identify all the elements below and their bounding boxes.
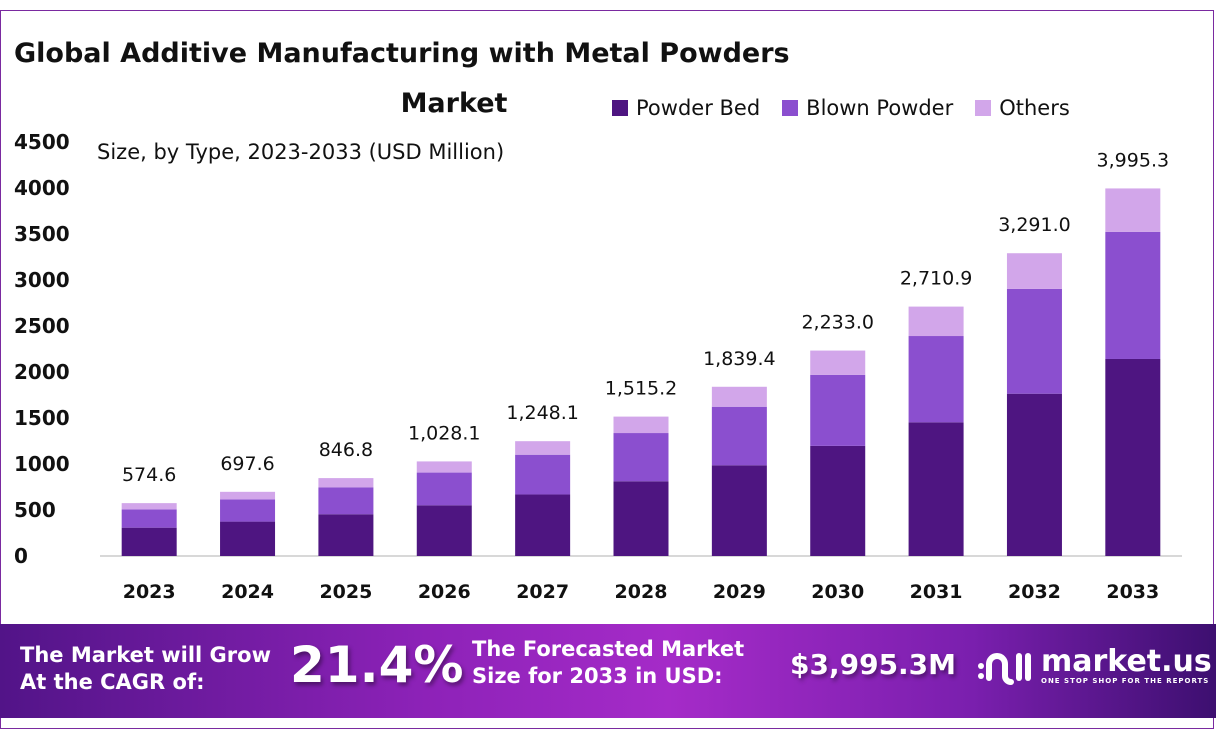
x-tick-label: 2033 [1106, 581, 1159, 603]
x-tick-label: 2031 [910, 581, 963, 603]
forecast-value: $3,995.3M [790, 648, 957, 681]
market-us-logo: market.us ONE STOP SHOP FOR THE REPORTS [975, 646, 1212, 686]
y-tick-label: 1500 [14, 406, 70, 430]
y-tick-label: 4500 [14, 130, 70, 154]
x-tick-label: 2029 [713, 581, 766, 603]
bar-segment-blown-powder [121, 509, 177, 528]
total-data-label: 697.6 [220, 453, 274, 475]
cagr-value: 21.4% [290, 636, 464, 694]
forecast-label-line-1: The Forecasted Market [472, 637, 745, 661]
legend-item-powder-bed: Powder Bed [612, 96, 760, 120]
y-tick-label: 1000 [14, 452, 70, 476]
chart-subtitle: Size, by Type, 2023-2033 (USD Million) [97, 140, 505, 164]
bar-segment-others [711, 386, 767, 407]
bar-segment-blown-powder [515, 454, 571, 495]
bar-segment-powder-bed [810, 445, 866, 556]
bar-segment-others [318, 478, 374, 488]
y-tick-label: 3500 [14, 222, 70, 246]
bar-segment-blown-powder [810, 374, 866, 446]
logo-tagline: ONE STOP SHOP FOR THE REPORTS [1041, 677, 1210, 685]
bar-segment-others [220, 491, 276, 500]
total-data-label: 1,028.1 [408, 422, 481, 444]
x-tick-label: 2028 [615, 581, 668, 603]
total-data-label: 3,291.0 [998, 214, 1071, 236]
legend-item-blown-powder: Blown Powder [782, 96, 953, 120]
y-tick-label: 0 [14, 544, 28, 568]
summary-banner: The Market will Grow At the CAGR of: 21.… [0, 624, 1216, 718]
legend-item-others: Others [975, 96, 1070, 120]
legend-label: Powder Bed [636, 96, 761, 120]
cagr-label-line-2: At the CAGR of: [20, 670, 205, 694]
bar-segment-others [515, 441, 571, 455]
total-data-label: 2,710.9 [900, 268, 973, 290]
total-data-label: 2,233.0 [801, 312, 874, 334]
y-tick-label: 500 [14, 498, 56, 522]
legend: Powder Bed Blown Powder Others [612, 96, 1070, 120]
x-tick-label: 2024 [221, 581, 274, 603]
x-tick-label: 2023 [123, 581, 176, 603]
total-data-label: 1,248.1 [506, 402, 579, 424]
title-line-2: Market [400, 88, 508, 119]
chart-title: Global Additive Manufacturing with Metal… [14, 26, 894, 132]
forecast-label-line-2: Size for 2033 in USD: [472, 664, 723, 688]
legend-swatch [782, 100, 799, 116]
bar-segment-powder-bed [1105, 358, 1161, 556]
x-tick-label: 2032 [1008, 581, 1061, 603]
y-tick-label: 3000 [14, 268, 70, 292]
x-tick-label: 2030 [811, 581, 864, 603]
total-data-label: 3,995.3 [1097, 149, 1170, 171]
title-line-1: Global Additive Manufacturing with Metal… [14, 38, 790, 69]
bar-segment-others [810, 350, 866, 375]
bar-segment-powder-bed [711, 465, 767, 556]
legend-label: Blown Powder [806, 96, 954, 120]
bar-segment-blown-powder [220, 499, 276, 522]
bar-segment-powder-bed [318, 514, 374, 556]
total-data-label: 1,839.4 [703, 348, 776, 370]
total-data-label: 1,515.2 [605, 378, 678, 400]
bar-segment-blown-powder [711, 406, 767, 466]
bar-segment-others [613, 416, 669, 434]
bar-segment-powder-bed [908, 422, 964, 556]
bar-segment-blown-powder [1006, 288, 1062, 394]
bar-segment-powder-bed [220, 521, 276, 556]
bar-segment-others [908, 306, 964, 337]
bar-segment-powder-bed [1006, 393, 1062, 556]
bar-segment-others [1105, 188, 1161, 232]
logo-icon [978, 653, 1031, 685]
bar-segment-blown-powder [1105, 231, 1161, 359]
bar-segment-others [416, 461, 472, 473]
bar-segment-others [1006, 253, 1062, 289]
total-data-label: 574.6 [122, 464, 176, 486]
bar-segment-others [121, 503, 177, 510]
y-tick-label: 4000 [14, 176, 70, 200]
bar-segment-blown-powder [318, 487, 374, 515]
x-tick-label: 2027 [516, 581, 569, 603]
cagr-label: The Market will Grow At the CAGR of: [20, 642, 271, 696]
bar-segment-powder-bed [613, 481, 669, 556]
y-tick-label: 2000 [14, 360, 70, 384]
legend-label: Others [999, 96, 1070, 120]
bar-segment-powder-bed [515, 494, 571, 556]
legend-swatch [975, 100, 992, 116]
bar-segment-blown-powder [416, 472, 472, 506]
legend-swatch [612, 100, 628, 116]
bar-segment-powder-bed [416, 505, 472, 556]
stacked-bar-chart: 0 500 1000 1500 2000 2500 3000 3500 4000 4500 574.… [14, 130, 1182, 603]
bar-segment-powder-bed [121, 527, 177, 556]
total-data-label: 846.8 [319, 439, 373, 461]
bar-segment-blown-powder [613, 433, 669, 482]
logo-name: market.us [1041, 644, 1212, 679]
bar-segment-blown-powder [908, 336, 964, 423]
x-tick-label: 2026 [418, 581, 471, 603]
chart-frame [0, 10, 1214, 729]
forecast-label: The Forecasted Market Size for 2033 in U… [472, 636, 744, 690]
cagr-label-line-1: The Market will Grow [20, 643, 271, 667]
x-tick-label: 2025 [319, 581, 372, 603]
y-tick-label: 2500 [14, 314, 70, 338]
